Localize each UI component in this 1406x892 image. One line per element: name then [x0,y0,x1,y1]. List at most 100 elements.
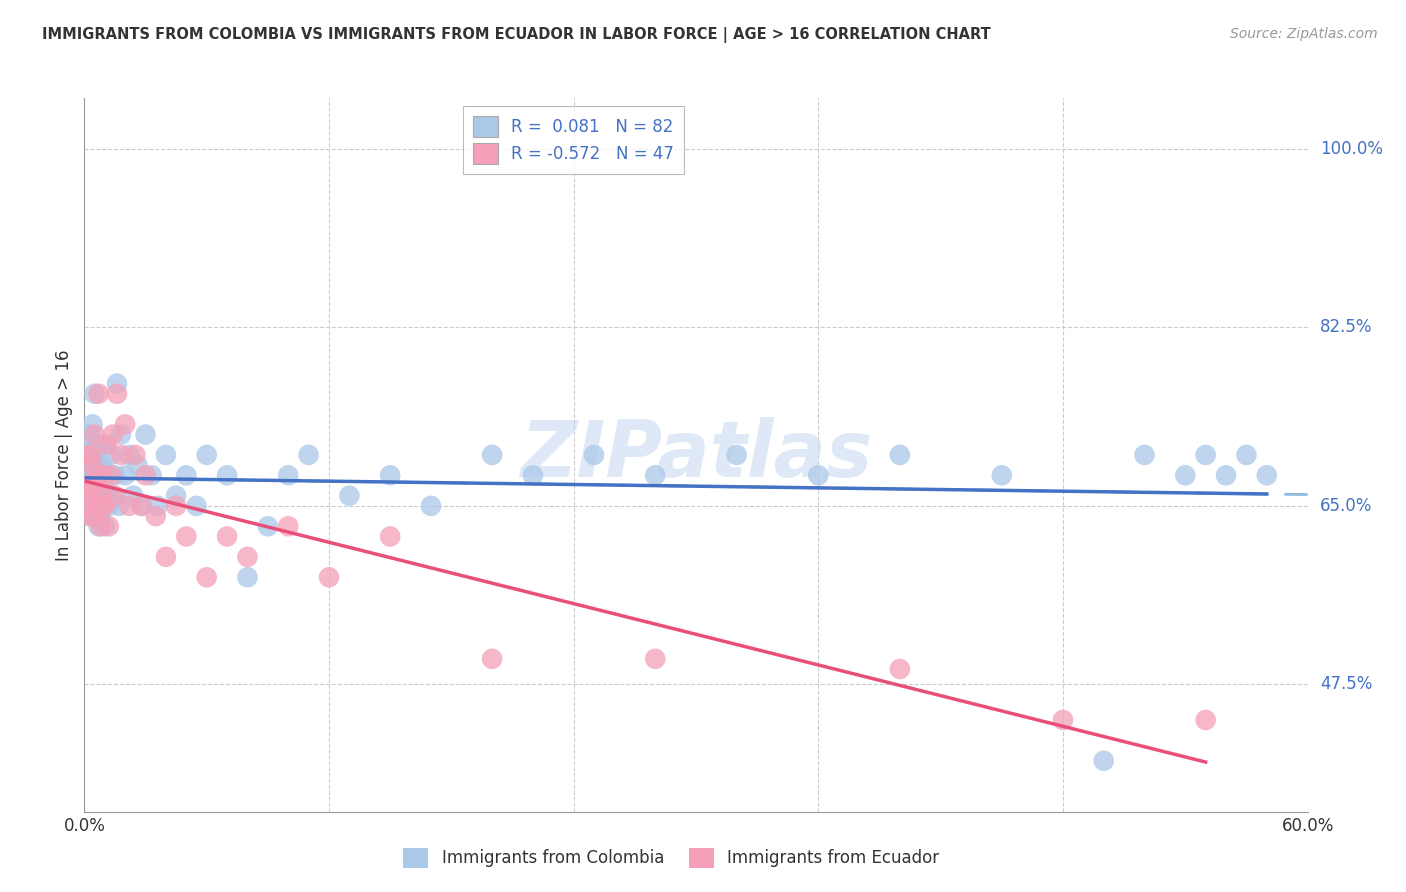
Point [991,468,1014,483]
Point [174,468,197,483]
Point [79,509,101,524]
Point [83,427,105,442]
Point [87,478,110,492]
Point [90,468,112,483]
Point [131,499,153,513]
Point [186,499,208,513]
Point [83,448,105,462]
Point [155,549,177,564]
Point [82,478,104,492]
Point [100,468,122,483]
Point [82,438,104,452]
Point [114,417,136,432]
Point [83,468,105,483]
Point [86,438,108,452]
Point [522,468,544,483]
Point [481,448,503,462]
Point [1256,468,1278,483]
Point [91,499,114,513]
Point [582,448,605,462]
Point [257,519,280,533]
Point [97,499,120,513]
Point [83,509,105,524]
Legend: Immigrants from Colombia, Immigrants from Ecuador: Immigrants from Colombia, Immigrants fro… [396,841,946,875]
Point [277,519,299,533]
Point [145,509,167,524]
Point [101,489,124,503]
Point [75,468,97,483]
Point [87,519,110,533]
Point [83,509,105,524]
Text: 82.5%: 82.5% [1320,318,1372,336]
Point [420,499,443,513]
Point [1195,448,1218,462]
Point [105,376,128,391]
Point [90,489,112,503]
Point [82,489,104,503]
Point [93,519,115,533]
Point [77,478,100,492]
Point [105,386,128,401]
Point [380,529,402,543]
Text: IMMIGRANTS FROM COLOMBIA VS IMMIGRANTS FROM ECUADOR IN LABOR FORCE | AGE > 16 CO: IMMIGRANTS FROM COLOMBIA VS IMMIGRANTS F… [42,27,991,43]
Point [141,468,163,483]
Text: ZIPatlas: ZIPatlas [520,417,872,493]
Point [90,509,112,524]
Point [217,468,239,483]
Text: 100.0%: 100.0% [1320,140,1384,158]
Point [91,478,114,492]
Point [77,458,100,472]
Point [93,499,115,513]
Point [96,489,118,503]
Point [87,499,110,513]
Point [91,468,114,483]
Point [1234,448,1257,462]
Point [86,458,108,472]
Point [86,478,108,492]
Point [644,468,666,483]
Point [79,489,101,503]
Point [101,427,124,442]
Point [122,489,145,503]
Point [75,499,97,513]
Point [90,519,112,533]
Y-axis label: In Labor Force | Age > 16: In Labor Force | Age > 16 [55,349,73,561]
Point [91,499,114,513]
Point [75,489,97,503]
Point [104,489,127,503]
Point [110,427,132,442]
Point [96,468,118,483]
Point [195,448,218,462]
Point [174,529,197,543]
Point [79,509,101,524]
Point [298,448,321,462]
Point [481,652,503,666]
Point [79,448,101,462]
Point [82,458,104,472]
Point [124,448,146,462]
Point [380,468,402,483]
Point [93,438,115,452]
Point [83,489,105,503]
Point [91,458,114,472]
Point [77,499,100,513]
Point [114,468,136,483]
Point [118,448,141,462]
Point [1174,468,1197,483]
Point [90,489,112,503]
Point [1133,448,1156,462]
Point [165,489,187,503]
Text: 65.0%: 65.0% [1320,497,1372,515]
Point [83,386,105,401]
Point [96,438,118,452]
Point [277,468,299,483]
Point [79,427,101,442]
Point [146,499,169,513]
Text: Source: ZipAtlas.com: Source: ZipAtlas.com [1230,27,1378,41]
Point [135,427,157,442]
Point [217,529,239,543]
Point [110,448,132,462]
Point [1092,754,1115,768]
Point [82,458,104,472]
Point [165,499,187,513]
